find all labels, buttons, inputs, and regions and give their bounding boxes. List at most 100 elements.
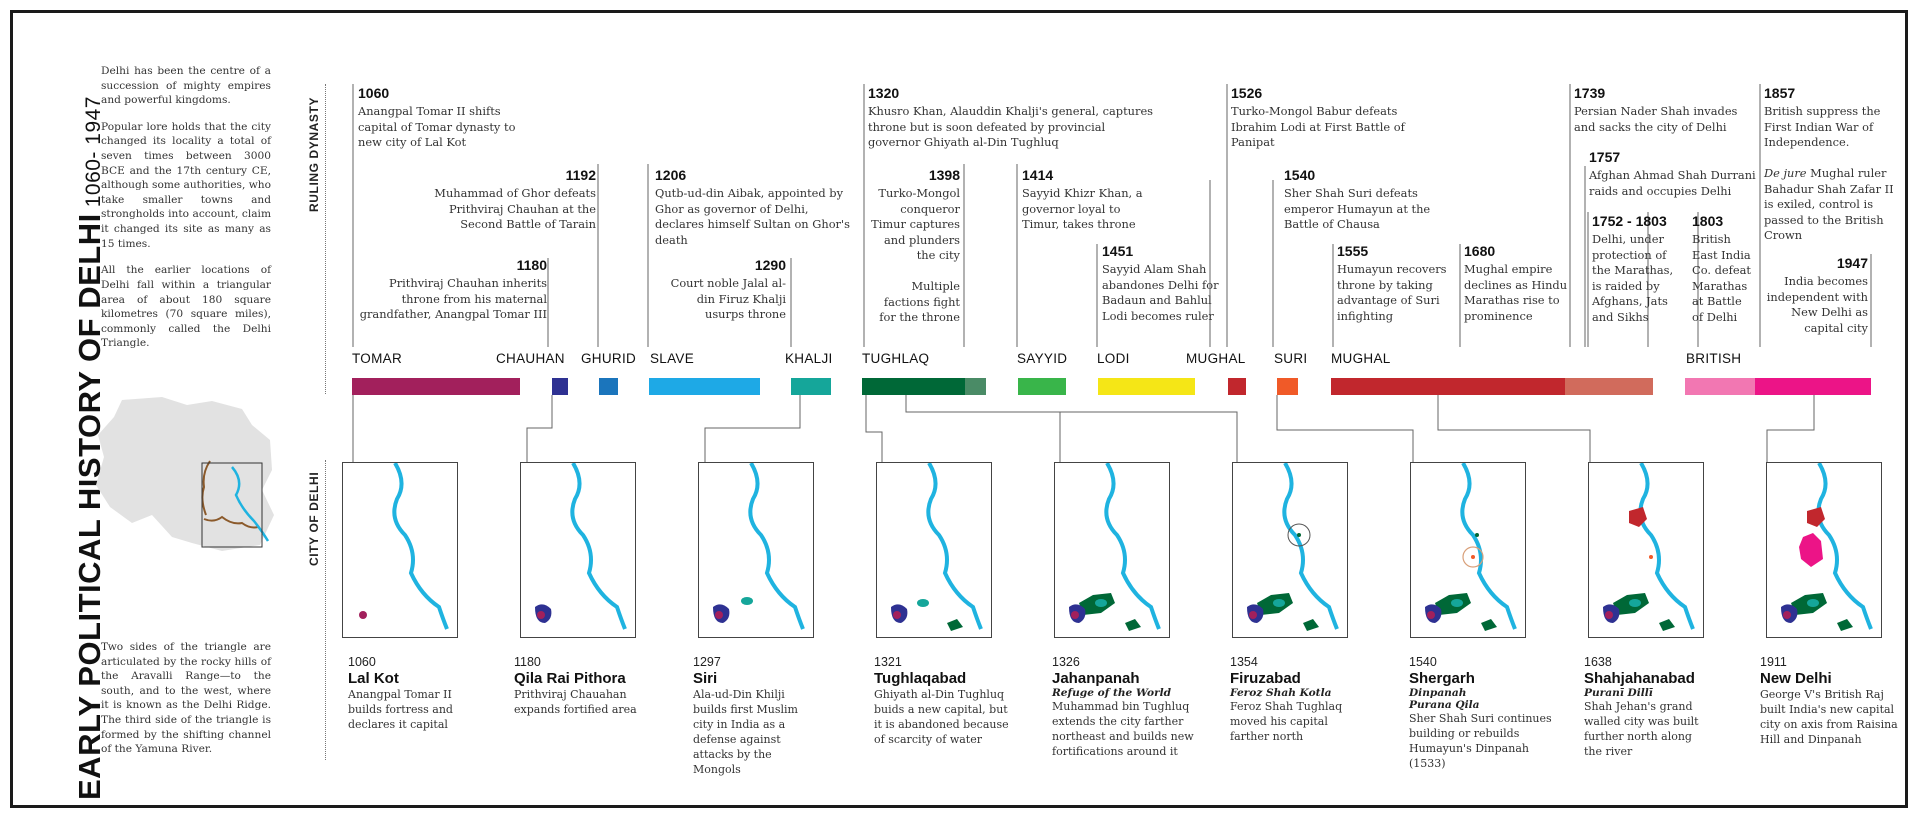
event-1526: 1526 Turko-Mongol Babur defeats Ibrahim L… <box>1231 85 1405 150</box>
lal-kot-area <box>1071 611 1079 619</box>
delhi-triangle-map <box>96 397 274 551</box>
bar-slave <box>649 378 760 395</box>
city-caption: 1354 Firuzabad Feroz Shah Kotla Feroz Sh… <box>1230 655 1400 745</box>
city-caption: 1321 Tughlaqabad Ghiyath al-Din Tughluq … <box>874 655 1044 748</box>
new-delhi-area <box>1799 533 1823 567</box>
shergarh-area <box>1471 555 1475 559</box>
intro-paragraph: Delhi has been the centre of a successio… <box>101 65 271 107</box>
dynasty-label: TOMAR <box>352 351 403 366</box>
bar-tomar <box>352 378 520 395</box>
event-1192: 1192 Muhammad of Ghor defeats Prithviraj … <box>434 167 596 232</box>
city-year: 1297 <box>693 655 721 669</box>
city-subtitle: Feroz Shah Kotla <box>1230 687 1332 699</box>
city-description: Ala-ud-Din Khilji builds first Muslim ci… <box>693 688 798 776</box>
siri-area <box>1629 599 1641 607</box>
city-year: 1060 <box>348 655 376 669</box>
shergarh-marker <box>1462 546 1484 568</box>
event-1739: 1739 Persian Nader Shah invades and sacks… <box>1574 85 1738 134</box>
tughlaqabad-area <box>1125 619 1141 631</box>
bar-tughlaq <box>862 378 965 395</box>
city-caption: 1180 Qila Rai Pithora Prithviraj Chauaha… <box>514 655 684 718</box>
ruling-dotted-line <box>325 84 326 394</box>
city-description: Sher Shah Suri continues building or reb… <box>1409 712 1552 770</box>
city-map-panel <box>876 462 992 638</box>
city-caption: 1540 Shergarh Dinpanah Purana Qila Sher … <box>1409 655 1579 772</box>
event-1414: 1414 Sayyid Khizr Khan, a governor loyal … <box>1022 167 1143 232</box>
shahjahanabad-area <box>1807 507 1825 527</box>
city-subtitle: Refuge of the World <box>1052 687 1172 699</box>
siri-area <box>1807 599 1819 607</box>
lal-kot-area <box>1427 611 1435 619</box>
city-dotted-line <box>325 460 326 760</box>
event-1555: 1555 Humayun recovers throne by taking ad… <box>1337 243 1447 323</box>
ridge-route <box>201 460 211 516</box>
city-name: Qila Rai Pithora <box>514 670 626 687</box>
event-1757: 1757 Afghan Ahmad Shah Durrani raids and … <box>1589 149 1756 198</box>
yamuna-river <box>1638 463 1695 630</box>
yamuna-river <box>392 463 449 630</box>
tughlaqabad-area <box>947 619 963 631</box>
event-1060: 1060 Anangpal Tomar II shifts capital of … <box>358 85 516 150</box>
city-map-panel <box>520 462 636 638</box>
city-map-panel <box>1588 462 1704 638</box>
delhi-region-shape <box>96 397 274 551</box>
tughlaqabad-area <box>1659 619 1675 631</box>
dynasty-label: SLAVE <box>650 351 695 366</box>
city-map-panel <box>1054 462 1170 638</box>
lal-kot-area <box>893 611 901 619</box>
siri-area <box>917 599 929 607</box>
event-1680: 1680 Mughal empire declines as Hindu Mara… <box>1464 243 1568 323</box>
lal-kot-area <box>537 611 545 619</box>
tughlaqabad-area <box>1481 619 1497 631</box>
bar-suri <box>1277 378 1298 395</box>
city-year: 1638 <box>1584 655 1612 669</box>
dynasty-label: LODI <box>1097 351 1130 366</box>
city-subtitle: Puranī Dillī <box>1584 687 1653 699</box>
city-name: New Delhi <box>1760 670 1832 687</box>
city-name: Tughlaqabad <box>874 670 967 687</box>
city-year: 1911 <box>1760 655 1787 669</box>
event-1752-1803: 1752 - 1803 Delhi, under protection of th… <box>1592 213 1674 324</box>
event-1947: 1947 India becomes independent with New D… <box>1766 255 1868 335</box>
dynasty-label: GHURID <box>581 351 637 366</box>
shergarh-area <box>1649 555 1653 559</box>
city-description: Feroz Shah Tughlaq moved his capital far… <box>1230 700 1343 743</box>
event-1451: 1451 Sayyid Alam Shah abandones Delhi for… <box>1102 243 1219 323</box>
bar-mughal-decline <box>1565 378 1653 395</box>
yamuna-river <box>1282 463 1339 630</box>
event-1398: 1398 Turko-Mongol conqueror Timur capture… <box>871 167 960 325</box>
lal-kot-area <box>715 611 723 619</box>
siri-area <box>741 597 753 605</box>
dynasty-label: BRITISH <box>1686 351 1742 366</box>
city-caption: 1326 Jahanpanah Refuge of the World Muha… <box>1052 655 1222 760</box>
firuzabad-area <box>1475 533 1479 537</box>
triangle-frame <box>201 462 263 548</box>
city-caption: 1638 Shahjahanabad Puranī Dillī Shah Jeh… <box>1584 655 1754 760</box>
city-description: George V's British Raj built India's new… <box>1760 688 1898 746</box>
yamuna-river <box>748 463 805 630</box>
city-map-panel <box>698 462 814 638</box>
bar-khalji <box>791 378 831 395</box>
city-caption: 1060 Lal Kot Anangpal Tomar II builds fo… <box>348 655 518 733</box>
dynasty-label: TUGHLAQ <box>862 351 930 366</box>
city-description: Prithviraj Chauahan expands fortified ar… <box>514 688 637 716</box>
city-description: Muhammad bin Tughluq extends the city fa… <box>1052 700 1194 758</box>
bar-sayyid <box>1018 378 1066 395</box>
bar-chauhan <box>552 378 568 395</box>
city-caption: 1911 New Delhi George V's British Raj bu… <box>1760 655 1920 748</box>
yamuna-river <box>926 463 983 630</box>
city-subtitle: Purana Qila <box>1409 699 1480 711</box>
ridge-route <box>203 515 259 529</box>
city-caption: 1297 Siri Ala-ud-Din Khilji builds first… <box>693 655 863 778</box>
city-description: Ghiyath al-Din Tughluq buids a new capit… <box>874 688 1009 746</box>
poster-frame <box>10 10 1908 808</box>
city-map-panel <box>1232 462 1348 638</box>
city-name: Siri <box>693 670 718 687</box>
city-name: Shergarh <box>1409 670 1475 687</box>
tughlaqabad-area <box>1837 619 1853 631</box>
dynasty-label: SURI <box>1274 351 1308 366</box>
shahjahanabad-area <box>1629 507 1647 527</box>
city-year: 1321 <box>874 655 902 669</box>
lal-kot-area <box>1783 611 1791 619</box>
